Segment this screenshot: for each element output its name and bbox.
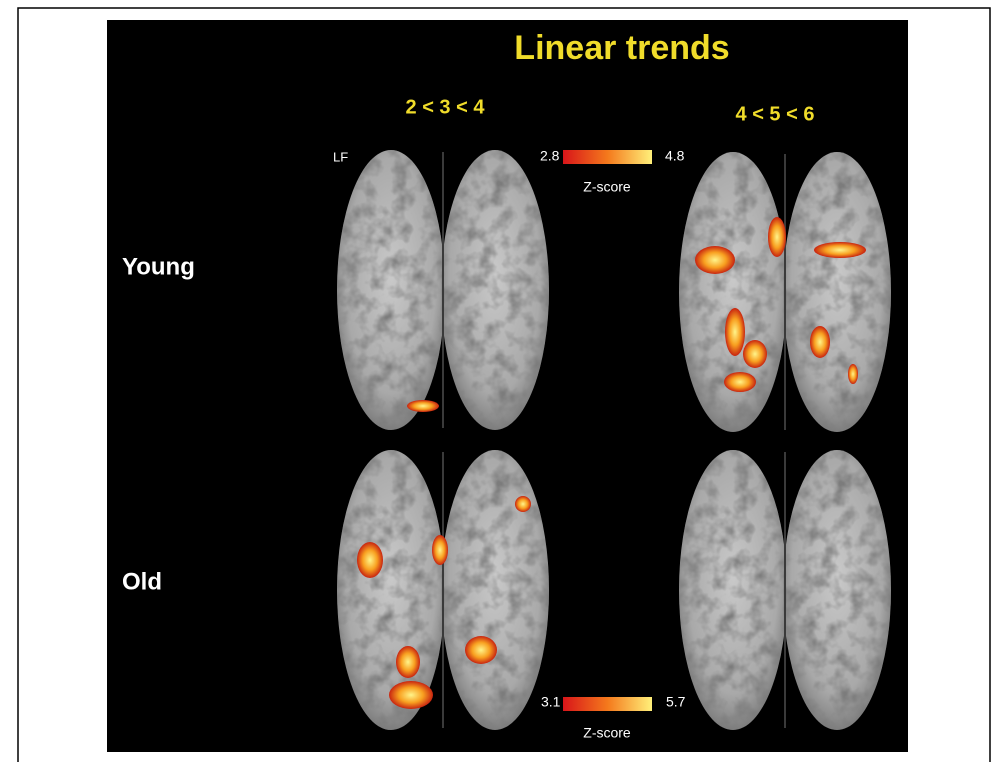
brain-old-1 — [337, 450, 549, 730]
colorbar-min: 3.1 — [541, 694, 561, 710]
title: Linear trends — [514, 29, 729, 67]
colorbar-label: Z-score — [583, 725, 631, 741]
colorbar-top: 2.8 4.8 Z-score — [540, 148, 685, 195]
colorbar-min: 2.8 — [540, 148, 560, 164]
brain-young-1 — [337, 150, 549, 430]
brain-old-2 — [679, 450, 891, 730]
colorbar-label: Z-score — [583, 179, 631, 195]
column-label: 2 < 3 < 4 — [406, 96, 486, 118]
colorbar — [563, 150, 652, 164]
colorbar-max: 4.8 — [665, 148, 685, 164]
row-label: Old — [122, 568, 162, 595]
brain-young-2 — [679, 152, 891, 432]
colorbar-max: 5.7 — [666, 694, 686, 710]
row-label: Young — [122, 253, 195, 280]
colorbar — [563, 697, 652, 711]
frame — [17, 7, 991, 762]
orientation-label: LF — [333, 149, 348, 164]
column-label: 4 < 5 < 6 — [736, 103, 815, 125]
colorbar-bottom: 3.1 5.7 Z-score — [541, 694, 686, 741]
